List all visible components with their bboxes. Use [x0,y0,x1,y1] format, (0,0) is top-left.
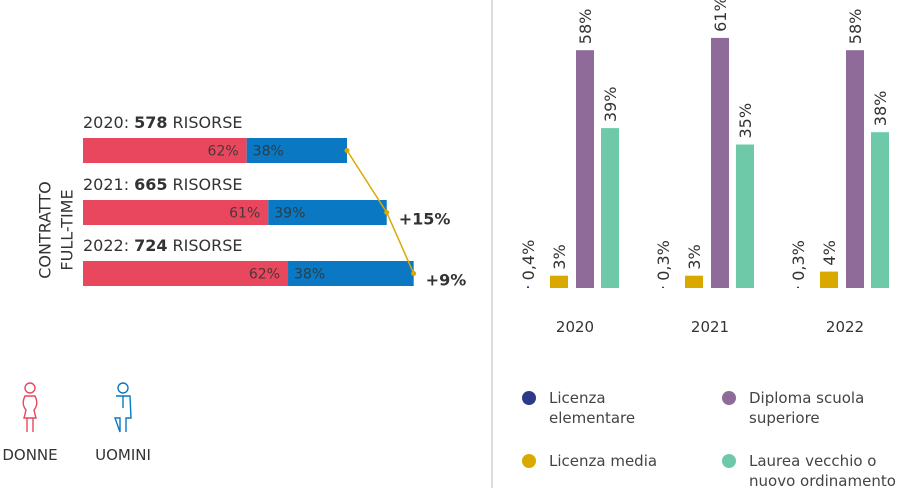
data-label: 4% [820,240,839,265]
bar [685,275,703,288]
category-label: 2021: [83,175,129,194]
bar-segment [268,200,387,225]
bar-title: 2021: 665 RISORSE [83,175,242,194]
unit-label: RISORSE [173,113,243,132]
category-label: 2022: [83,236,129,255]
legend-label: UOMINI [95,446,151,464]
legend-icon [114,382,132,433]
data-label: 3% [685,244,704,269]
bar [601,128,619,288]
icon-head [24,382,36,394]
axis-label: CONTRATTO [36,181,55,279]
icon-head [117,382,129,394]
bar-segment [83,261,289,286]
data-label: 0,3% [654,240,673,281]
legend-dot [722,391,736,405]
bar-segment [288,261,414,286]
legend-label: Laurea vecchio o nuovo ordinamento [749,452,896,490]
growth-label: +9% [426,271,467,290]
data-label: 3% [550,244,569,269]
data-label: 38% [871,91,890,127]
bar [711,37,729,289]
legend-label: Licenza elementare [549,389,636,427]
bar-segment [83,138,247,163]
data-label: 62% [208,144,239,160]
legend-dot [722,454,736,468]
data-label: 61% [229,206,260,222]
growth-connector [346,150,388,213]
growth-dot [344,148,350,153]
category-label: 2020: [83,113,129,132]
legend-label: DONNE [2,446,57,464]
data-label: 61% [711,0,730,32]
bar-title: 2020: 578 RISORSE [83,113,242,132]
legend-dot [522,391,536,405]
data-label: 35% [736,103,755,139]
total-label: 578 [134,113,167,132]
growth-dot [411,271,417,276]
data-label: 58% [846,9,865,45]
data-label: 58% [576,9,595,45]
bar [662,286,664,288]
bar [871,132,889,288]
legend-dot [522,454,536,468]
data-label: 38% [294,267,325,283]
total-label: 665 [134,175,167,194]
growth-label: +15% [399,210,451,229]
data-label: 62% [249,267,280,283]
bar [550,275,568,288]
bar-title: 2022: 724 RISORSE [83,236,242,255]
growth-connector [386,212,415,274]
growth-dot [384,210,390,215]
bar [846,50,864,289]
x-tick-label: 2022 [826,318,864,336]
bar [527,286,529,288]
data-label: 39% [274,206,305,222]
bar-segment [83,200,269,225]
x-tick-label: 2021 [691,318,729,336]
data-label: 0,3% [789,240,808,281]
bar [820,271,838,288]
bar [797,286,799,288]
bar [576,50,594,289]
data-label: 39% [601,87,620,123]
data-label: 0,4% [519,240,538,281]
x-tick-label: 2020 [556,318,594,336]
unit-label: RISORSE [173,236,243,255]
unit-label: RISORSE [173,175,243,194]
total-label: 724 [134,236,167,255]
legend-label: Diploma scuola superiore [749,389,865,427]
legend-icon [22,382,38,432]
bar-segment [246,138,347,163]
legend-label: Licenza media [549,452,658,470]
data-label: 38% [253,144,284,160]
icon-body [114,395,132,433]
bar [736,144,754,288]
axis-label: FULL-TIME [58,189,77,270]
icon-body [22,395,38,432]
